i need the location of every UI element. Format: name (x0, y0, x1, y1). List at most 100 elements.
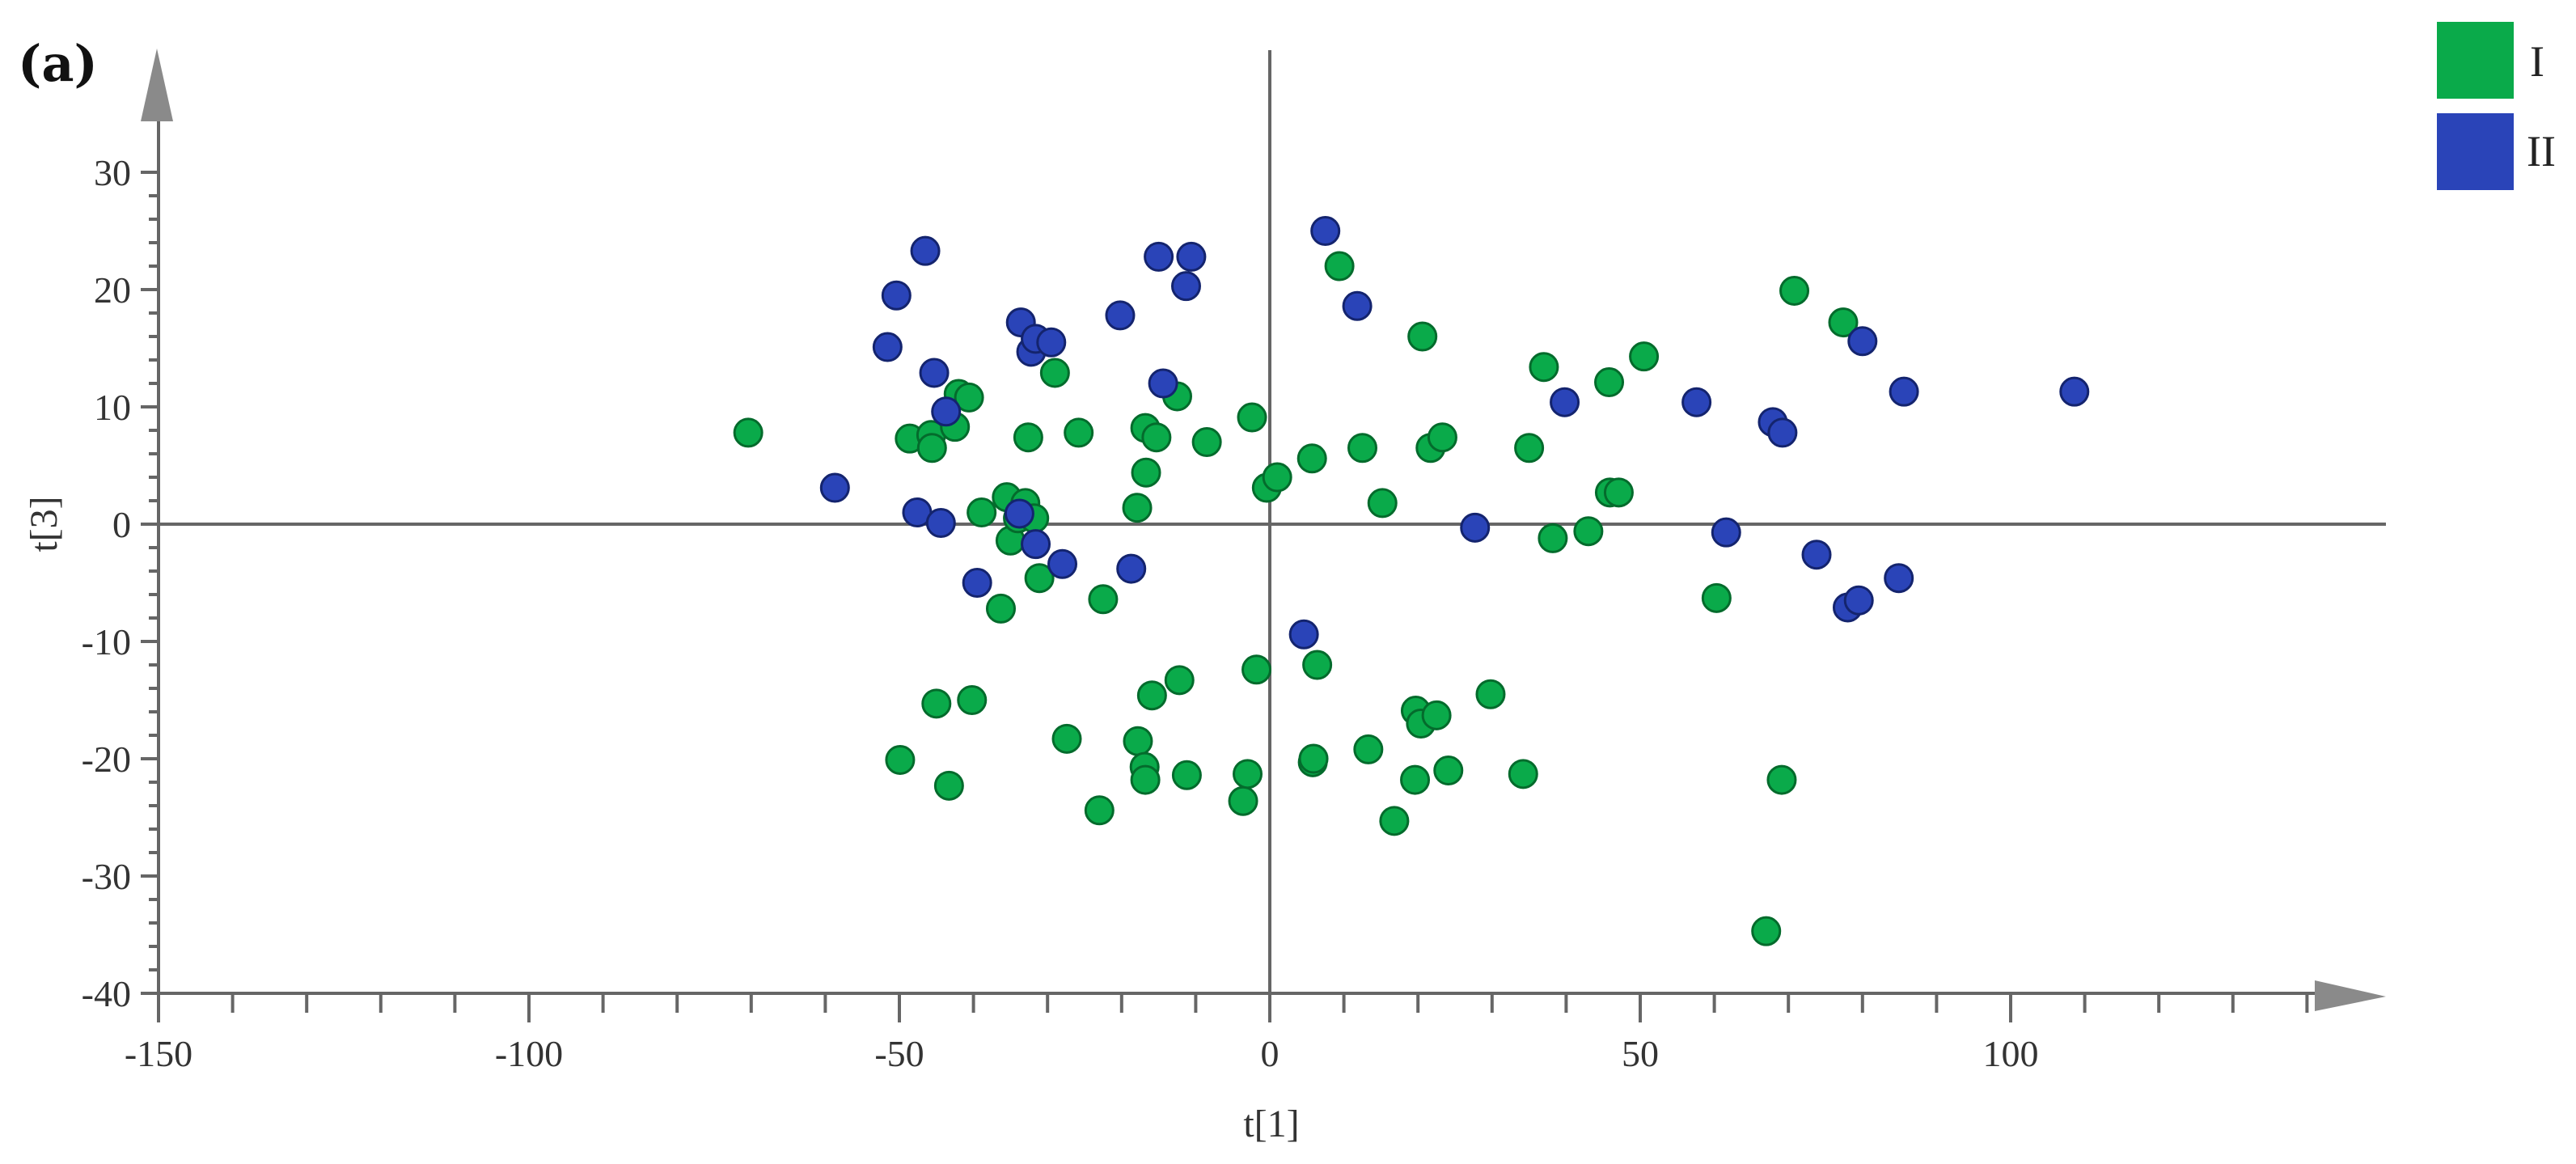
data-point-I (1122, 493, 1153, 523)
x-tick-label: -50 (874, 1033, 924, 1074)
data-point-II (1843, 585, 1874, 616)
data-point-II (1310, 216, 1341, 246)
data-point-I (1603, 477, 1634, 508)
data-point-I (1141, 422, 1172, 453)
y-axis-arrow (141, 49, 173, 121)
data-point-II (2059, 376, 2090, 407)
data-point-I (1828, 307, 1859, 338)
data-point-I (1701, 582, 1732, 613)
data-point-II (1170, 271, 1201, 302)
data-point-II (1711, 517, 1741, 548)
data-point-I (1407, 321, 1438, 352)
y-tick-label: 20 (94, 269, 131, 311)
y-tick-label: -10 (82, 621, 131, 662)
data-point-I (1766, 764, 1797, 795)
data-point-II (1288, 619, 1319, 650)
data-point-II (1460, 512, 1491, 543)
data-point-I (1296, 443, 1327, 474)
data-point-II (1681, 387, 1712, 417)
data-point-I (1427, 422, 1457, 453)
data-point-II (1801, 540, 1832, 570)
data-point-II (925, 508, 956, 539)
data-point-II (1550, 387, 1580, 417)
series-II (819, 216, 2090, 650)
data-point-I (1433, 756, 1464, 785)
data-point-I (1237, 402, 1267, 433)
data-point-I (1779, 275, 1810, 306)
data-point-II (931, 396, 962, 427)
data-point-I (1302, 650, 1333, 680)
series-I (733, 251, 1859, 946)
data-point-I (1347, 433, 1377, 463)
data-point-I (1514, 433, 1545, 463)
data-point-I (1013, 422, 1043, 453)
data-point-I (1594, 367, 1625, 398)
data-point-II (1148, 368, 1178, 399)
data-point-I (1379, 806, 1410, 836)
data-point-II (1004, 498, 1034, 529)
data-point-I (1024, 563, 1055, 594)
data-point-I (1051, 723, 1082, 754)
data-point-II (1176, 241, 1207, 272)
data-point-I (1228, 785, 1258, 816)
data-point-I (733, 417, 763, 448)
y-axis-title: t[3] (23, 496, 66, 552)
data-point-II (1889, 376, 1919, 407)
data-point-I (1629, 341, 1660, 372)
legend: I II (2437, 22, 2556, 190)
data-point-I (1475, 679, 1506, 709)
y-tick-label: -20 (82, 739, 131, 780)
axes (141, 49, 2386, 1011)
data-point-I (1400, 764, 1431, 795)
data-point-I (954, 382, 984, 413)
data-point-I (916, 433, 947, 463)
data-point-I (1130, 764, 1161, 795)
data-points (733, 216, 2090, 946)
data-point-I (1751, 916, 1782, 946)
y-tick-label: -40 (82, 973, 131, 1014)
x-tick-label: 50 (1622, 1033, 1659, 1074)
data-point-I (1241, 654, 1272, 685)
data-point-II (910, 235, 941, 266)
data-point-I (1508, 759, 1538, 789)
data-point-II (1847, 326, 1878, 357)
data-point-I (1136, 680, 1167, 711)
data-point-II (1021, 529, 1051, 560)
data-point-I (1084, 795, 1115, 826)
data-point-I (933, 770, 964, 801)
data-point-II (819, 472, 850, 503)
data-point-I (1064, 417, 1094, 448)
panel-label: (a) (18, 34, 98, 93)
data-point-I (1353, 734, 1384, 764)
data-point-I (1123, 726, 1153, 756)
data-point-I (1529, 352, 1559, 383)
data-point-II (1144, 241, 1174, 272)
data-point-I (1367, 488, 1398, 519)
x-tick-label: -100 (495, 1033, 563, 1074)
data-point-I (1131, 457, 1161, 488)
data-point-I (1164, 665, 1195, 696)
legend-label-II: II (2527, 127, 2556, 176)
x-tick-label: 0 (1261, 1033, 1280, 1074)
data-point-I (1233, 759, 1263, 789)
data-point-II (1047, 548, 1078, 579)
data-point-I (985, 593, 1016, 624)
x-axis-arrow (2315, 980, 2386, 1011)
data-point-II (881, 280, 912, 311)
data-point-I (1324, 251, 1355, 281)
x-tick-label: -150 (125, 1033, 192, 1074)
data-point-II (919, 358, 950, 388)
data-point-I (1088, 584, 1119, 615)
legend-swatch-II (2437, 113, 2514, 190)
data-point-II (1767, 417, 1798, 448)
data-point-II (1342, 290, 1373, 321)
data-point-II (872, 332, 903, 362)
data-point-I (885, 744, 916, 775)
data-point-I (1191, 427, 1222, 457)
data-point-I (1421, 700, 1452, 730)
x-axis-ticks: -150 -100 -50 0 50 100 (125, 993, 2309, 1074)
data-point-I (1262, 462, 1292, 493)
data-point-I (1298, 743, 1329, 774)
data-point-II (1884, 563, 1914, 594)
